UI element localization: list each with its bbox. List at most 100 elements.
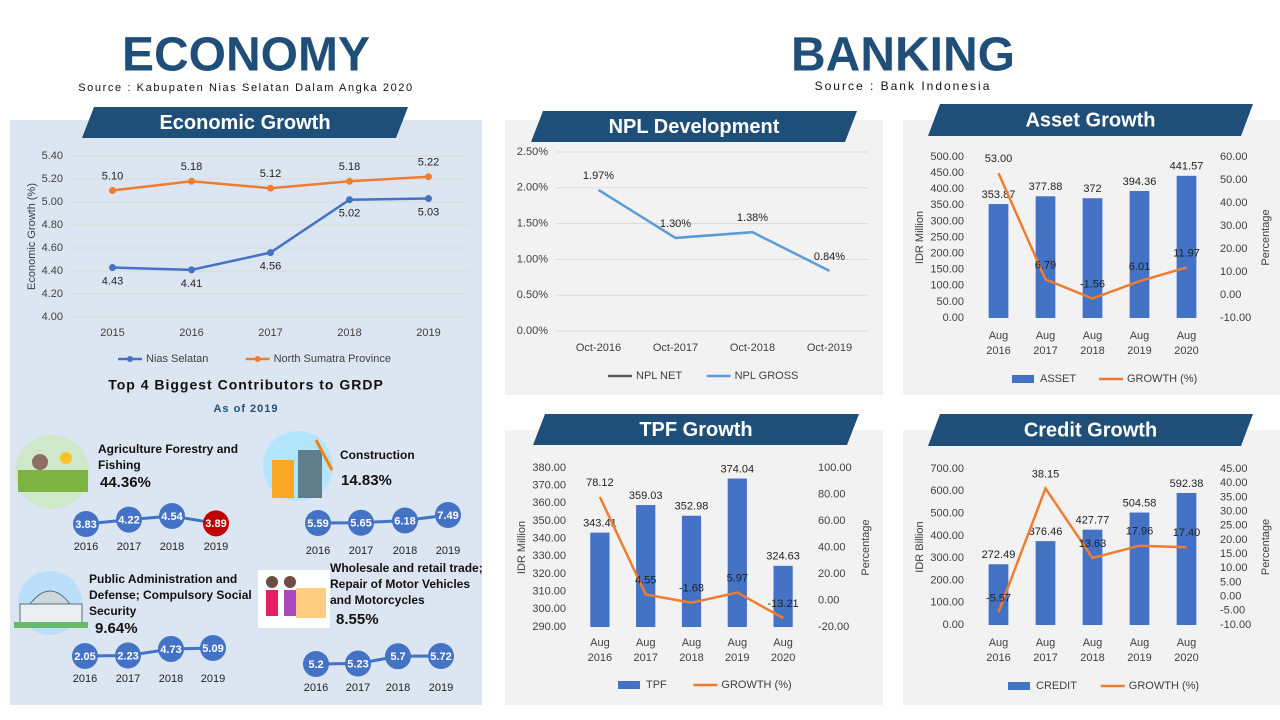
y-tick-label: 5.40 [42,150,63,162]
y2-tick-label: 40.00 [1220,477,1248,489]
contributor-point [348,509,374,536]
series-line [997,485,1187,613]
y-tick-label: 50.00 [936,296,964,308]
contributor-year: 2016 [73,673,97,685]
point-marker [188,177,195,185]
data-label: 343.41 [583,518,617,530]
data-label: 5.22 [418,157,439,169]
y2-axis-label: Percentage [1260,209,1272,265]
contributor-year: 2018 [159,673,183,685]
x-tick-label: Aug 2017 [633,637,657,664]
y-tick-label: 300.00 [930,552,964,564]
contributor-year: 2017 [349,545,373,557]
data-label: 17.96 [1126,526,1154,538]
contributor-value: 7.49 [437,510,458,522]
contributor-value: 3.89 [205,518,226,530]
point-marker [188,266,195,274]
y-axis-label: Economic Growth (%) [26,183,38,290]
y-tick-label: 0.50% [517,289,548,301]
x-tick-label: Aug 2016 [588,637,612,664]
contributor-value: 3.83 [75,519,96,531]
contributor-value: 5.09 [202,643,223,655]
data-label: 6.01 [1129,261,1150,273]
y-tick-label: 4.20 [42,288,63,300]
y-tick-label: 500.00 [930,151,964,163]
y-tick-label: 200.00 [930,248,964,260]
data-label: 5.18 [339,161,360,173]
contributor-name: Wholesale and retail trade; Repair of Mo… [330,561,483,607]
y-tick-label: 600.00 [930,485,964,497]
data-label: 374.04 [720,463,754,475]
x-tick-label: Aug 2019 [1127,330,1151,357]
y2-tick-label: 60.00 [818,515,846,527]
data-label: -13.21 [767,598,798,610]
x-tick-label: 2017 [258,327,282,339]
data-label: 6.79 [1035,259,1056,271]
y-tick-label: 320.00 [532,568,566,580]
x-tick-label: Aug 2020 [1174,330,1198,357]
legend-label: GROWTH (%) [721,679,791,691]
x-tick-label: Aug 2017 [1033,637,1057,664]
y2-tick-label: 50.00 [1220,174,1248,186]
series-line [597,188,831,272]
contributor-year: 2018 [393,545,417,557]
legend-label: TPF [646,679,667,691]
data-label: 4.55 [635,574,656,586]
x-tick-label: Aug 2016 [986,330,1010,357]
economy-source: Source : Kabupaten Nias Selatan Dalam An… [78,82,413,94]
y2-tick-label: -10.00 [1220,312,1251,324]
contributor-year: 2016 [74,541,98,553]
contributor-year: 2019 [201,673,225,685]
title-banner [533,414,859,445]
y-tick-label: 0.00% [517,325,548,337]
data-label: 1.97% [583,170,614,182]
chart-title: Asset Growth [1025,109,1155,131]
contributor-value: 2.05 [74,651,95,663]
y2-tick-label: 45.00 [1220,463,1248,475]
data-label: -1.68 [679,583,704,595]
y2-tick-label: 20.00 [1220,534,1248,546]
y-tick-label: 0.00 [943,312,964,324]
data-label: 13.63 [1079,538,1107,550]
bar [773,565,793,627]
y-tick-label: 700.00 [930,463,964,475]
legend-swatch [1012,375,1034,383]
bar [1176,175,1197,318]
y-tick-label: 350.00 [532,515,566,527]
y-tick-label: 2.00% [517,182,548,194]
legend-marker [127,356,133,362]
chart-title: Credit Growth [1024,419,1157,441]
bar [1129,191,1150,318]
contributor-year: 2019 [429,682,453,694]
y-tick-label: 450.00 [930,167,964,179]
contributor-point [73,511,99,537]
contributor-value: 5.23 [347,658,368,670]
data-label: 427.77 [1076,515,1110,527]
npl-panel [505,120,883,395]
data-label: 5.03 [418,206,439,218]
contributor-value: 4.54 [161,511,183,523]
bar [1082,198,1103,318]
data-label: 377.88 [1029,181,1063,193]
point-marker [346,196,353,204]
bar [1035,196,1056,318]
x-tick-label: 2019 [416,327,440,339]
y-tick-label: 4.80 [42,219,63,231]
bar [1035,541,1056,625]
bar [636,505,656,627]
construction-icon [263,431,334,501]
y2-tick-label: 30.00 [1220,505,1248,517]
contributor-year: 2017 [117,541,141,553]
contributor-value: 5.65 [350,518,371,530]
contributors-subtitle: As of 2019 [213,403,278,415]
bar [988,204,1009,318]
legend-label: NPL NET [636,370,682,382]
legend-label: CREDIT [1036,680,1077,692]
bar [1176,492,1197,625]
y-tick-label: 400.00 [930,183,964,195]
x-tick-label: Oct-2018 [730,342,775,354]
x-tick-label: Aug 2017 [1033,330,1057,357]
y-tick-label: 380.00 [532,462,566,474]
data-label: 5.10 [102,170,123,182]
contributor-year: 2016 [306,545,330,557]
